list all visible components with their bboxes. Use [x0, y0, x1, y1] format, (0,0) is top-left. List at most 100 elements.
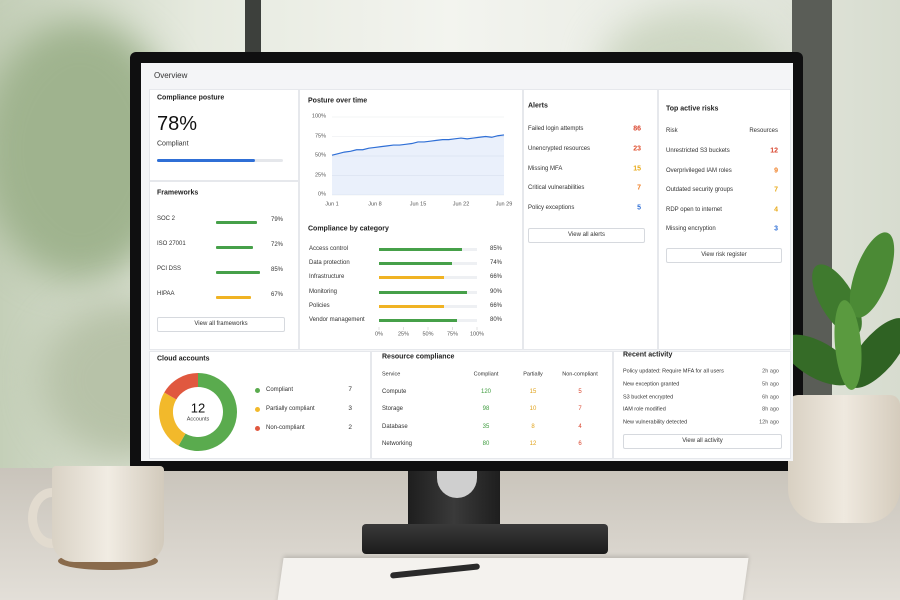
risk-count: 9 [774, 167, 778, 175]
framework-name: SOC 2 [157, 216, 176, 222]
category-name: Vendor management [309, 317, 365, 323]
panel [658, 89, 791, 350]
activity-time: 5h ago [762, 381, 779, 388]
notebook [276, 558, 749, 600]
service-name: Compute [382, 389, 407, 395]
table-cell-value: 7 [578, 406, 582, 413]
x-tick-label: Jun 22 [452, 201, 470, 208]
card-title: Cloud accounts [157, 355, 210, 363]
risk-count: 12 [770, 147, 778, 155]
activity-text: IAM role modified [623, 406, 666, 413]
activity-text: Policy updated: Require MFA for all user… [623, 368, 724, 375]
panel [149, 89, 299, 181]
column-header: Service [382, 371, 401, 378]
column-header: Non-compliant [562, 371, 598, 378]
activity-text: S3 bucket encrypted [623, 393, 674, 400]
button[interactable]: View risk register [666, 248, 782, 263]
alert-count: 7 [637, 184, 641, 192]
risk-name: RDP open to internet [666, 206, 722, 213]
risk-count: 3 [774, 225, 778, 233]
legend-label: Compliant [266, 387, 294, 393]
x-tick-label: 100% [469, 331, 485, 338]
table-cell-value: 80 [482, 440, 490, 447]
framework-value: 67% [271, 292, 284, 298]
x-tick-label: Jun 8 [368, 201, 382, 208]
table-cell-value: 15 [529, 389, 537, 395]
legend-label: Non-compliant [266, 425, 305, 431]
legend-value: 3 [348, 404, 352, 412]
framework-value: 85% [271, 267, 284, 273]
service-name: Database [382, 423, 408, 430]
posture-value: 78% [157, 113, 198, 135]
card-title: Alerts [528, 102, 548, 110]
column-header: Risk [666, 128, 678, 134]
mug [52, 466, 164, 562]
button[interactable]: View all alerts [528, 228, 645, 243]
monitor-base [362, 524, 608, 554]
activity-time: 2h ago [762, 368, 779, 375]
x-tick-label: 75% [446, 331, 459, 338]
panel [299, 89, 523, 350]
table-cell-value: 35 [482, 423, 490, 430]
card-title: Frameworks [157, 189, 199, 197]
legend-dot [255, 387, 260, 393]
legend-dot [255, 425, 260, 431]
panel [371, 351, 613, 459]
risk-name: Missing encryption [666, 226, 716, 233]
activity-time: 6h ago [762, 393, 779, 400]
donut-caption: Accounts [186, 416, 210, 423]
category-value: 85% [490, 246, 503, 252]
category-value: 66% [490, 274, 503, 281]
alert-count: 23 [633, 145, 641, 153]
category-name: Data protection [309, 260, 350, 267]
card-title: Top active risks [666, 105, 719, 113]
activity-time: 8h ago [762, 406, 779, 413]
panel [149, 351, 371, 459]
category-name: Policies [309, 302, 330, 309]
framework-bar [216, 296, 251, 299]
risk-name: Unrestricted S3 buckets [666, 148, 730, 154]
framework-bar [216, 221, 258, 224]
plant-pot [788, 395, 900, 523]
category-bar [379, 276, 444, 280]
framework-name: HIPAA [157, 291, 175, 297]
legend-label: Partially compliant [266, 406, 315, 412]
column-header: Resources [749, 128, 778, 134]
column-header: Compliant [473, 371, 499, 378]
card-title: Compliance by category [308, 225, 389, 233]
card-title: Recent activity [623, 351, 673, 359]
service-name: Storage [382, 406, 404, 413]
alert-count: 86 [633, 125, 641, 133]
progress-fill [157, 159, 256, 162]
table-cell-value: 4 [578, 423, 582, 430]
card-title: Resource compliance [382, 353, 455, 361]
category-bar [379, 262, 452, 266]
category-bar [379, 290, 468, 294]
x-tick-label: 50% [422, 331, 434, 338]
y-tick-label: 75% [314, 132, 326, 139]
risk-count: 4 [774, 206, 778, 214]
button[interactable]: View all activity [623, 434, 782, 449]
table-cell-value: 8 [531, 423, 535, 430]
category-value: 66% [490, 302, 503, 309]
button[interactable]: View all frameworks [157, 317, 285, 332]
x-tick-label: Jun 1 [325, 201, 339, 208]
alert-count: 15 [633, 165, 641, 173]
risk-name: Outdated security groups [666, 187, 734, 194]
y-tick-label: 100% [311, 113, 326, 120]
alert-name: Missing MFA [528, 165, 563, 172]
category-name: Infrastructure [309, 274, 345, 281]
framework-bar [216, 271, 261, 274]
alert-count: 5 [637, 204, 641, 212]
activity-text: New exception granted [623, 381, 680, 388]
donut-total: 12 [190, 400, 206, 416]
risk-count: 7 [774, 186, 778, 194]
alert-name: Critical vulnerabilities [528, 185, 585, 192]
table-cell-value: 98 [482, 406, 490, 413]
category-bar [379, 319, 458, 322]
x-tick-label: Jun 15 [409, 201, 427, 208]
risk-name: Overprivileged IAM roles [666, 167, 732, 174]
panel [523, 89, 658, 350]
category-value: 74% [490, 260, 503, 267]
